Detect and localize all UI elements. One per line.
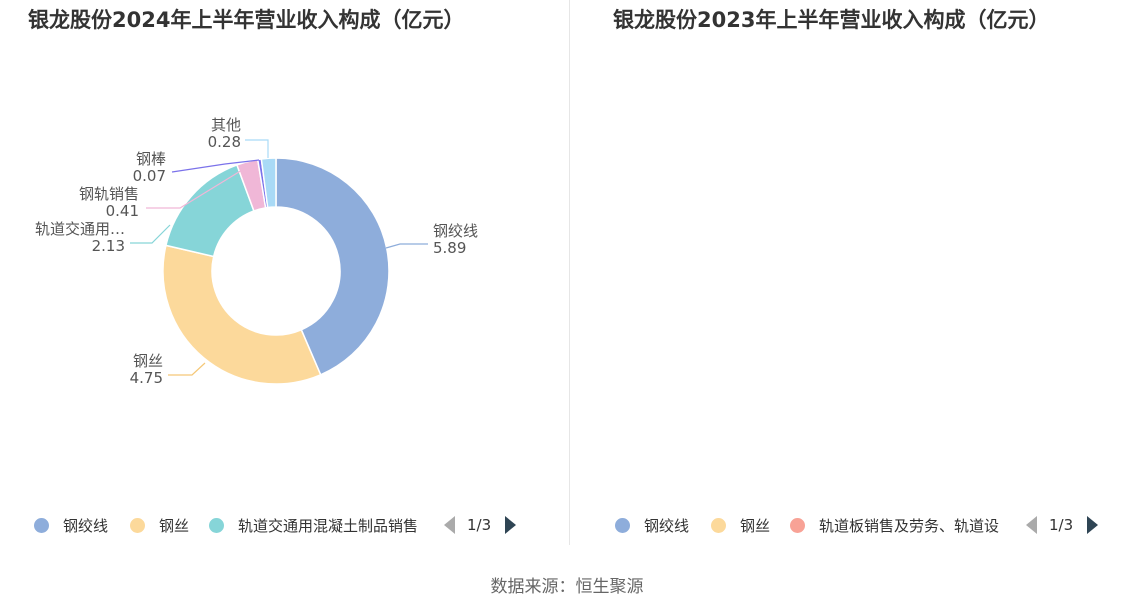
legend-marker [209,517,224,533]
chart-title: 银龙股份2024年上半年营业收入构成（亿元） [28,8,465,32]
legend-marker [790,517,805,533]
slice-value-label: 0.07 [133,167,166,185]
legend-next-icon[interactable] [1087,516,1099,534]
legend-item[interactable]: 钢丝 [711,512,770,538]
legend-item[interactable]: 钢丝 [130,512,189,538]
legend-label: 钢绞线 [63,516,109,535]
chart-title: 银龙股份2023年上半年营业收入构成（亿元） [613,8,1050,32]
data-source: 数据来源：恒生聚源 [490,577,644,597]
legend-next-icon[interactable] [505,516,517,534]
slice-label: 钢丝 [133,352,163,370]
slice-label: 钢轨销售 [79,185,139,203]
legend-marker [711,517,726,533]
donut-chart-2023: 钢绞线6.63钢丝3.66轨道板销售…1.67钢轨、板材…0.43钢棒0.16其… [567,0,1134,545]
leader-line [146,166,248,209]
legend-item[interactable]: 钢绞线 [615,512,689,538]
pie-slice[interactable] [260,157,277,209]
leader-line [130,224,171,244]
slice-value-label: 0.41 [106,202,139,220]
legend-prev-icon[interactable] [444,516,455,534]
legend-label: 钢丝 [159,516,190,535]
legend-marker [34,517,49,533]
legend: 钢绞线 钢丝 轨道板销售及劳务、轨道设 [567,512,1134,538]
legend-marker [615,517,630,533]
slice-value-label: 4.75 [130,369,163,387]
legend-label: 轨道板销售及劳务、轨道设 [819,516,1000,535]
chart-panel-2024: 银龙股份2024年上半年营业收入构成（亿元） 钢绞线 5.89 钢丝 4.75 轨道交通… [0,0,567,545]
slice-value-label: 5.89 [433,239,466,257]
slice-label: 钢绞线 [433,222,478,240]
slice-label: 其他 [211,116,241,134]
legend-prev-icon[interactable] [1026,516,1037,534]
legend-item[interactable]: 轨道交通用混凝土制品销售 [209,512,418,538]
legend: 钢绞线 钢丝 轨道交通用混凝土制品销售 [0,512,567,538]
legend-pager: 1/3 [1026,512,1099,538]
legend-label: 钢绞线 [644,516,690,535]
leader-line [168,362,206,376]
legend-label: 轨道交通用混凝土制品销售 [238,516,419,535]
leader-line [171,159,260,173]
leader-line [385,243,428,249]
legend-item[interactable]: 钢绞线 [34,512,108,538]
leader-line [245,139,269,158]
legend-marker [130,517,145,533]
legend-label: 钢丝 [740,516,771,535]
slice-label: 钢棒 [136,150,166,168]
pie-slice[interactable] [165,164,255,258]
pie-slice[interactable] [162,244,322,385]
pie-slice[interactable] [275,157,390,376]
slice-label: 轨道交通用… [35,220,125,238]
legend-page-text: 1/3 [1049,516,1074,534]
legend-item[interactable]: 轨道板销售及劳务、轨道设 [790,512,999,538]
panel-divider [569,0,570,545]
legend-page-text: 1/3 [467,516,492,534]
slice-value-label: 2.13 [92,237,125,255]
chart-panel-2023: 银龙股份2023年上半年营业收入构成（亿元） 钢绞线6.63钢丝3.66轨道板销… [567,0,1134,545]
slice-value-label: 0.28 [208,133,241,151]
legend-pager: 1/3 [444,512,517,538]
